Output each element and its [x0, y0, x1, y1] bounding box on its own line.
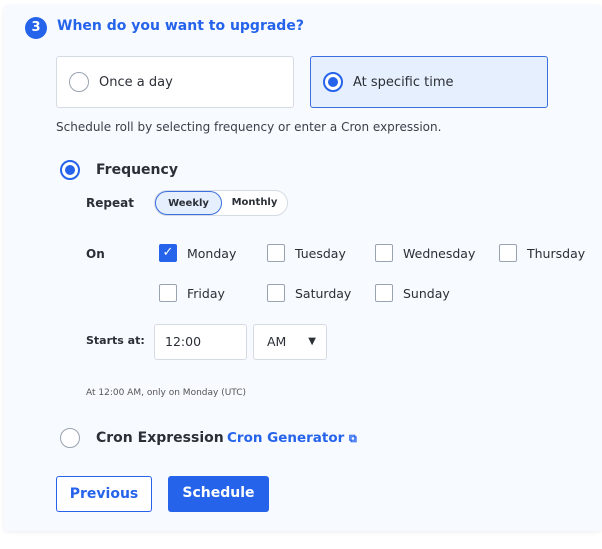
- radio-checked-icon: [60, 160, 80, 180]
- day-label: Tuesday: [295, 245, 346, 261]
- day-label: Thursday: [527, 245, 586, 261]
- repeat-monthly[interactable]: Monthly: [231, 197, 278, 208]
- schedule-summary: At 12:00 AM, only on Monday (UTC): [86, 388, 247, 398]
- starts-at-label: Starts at:: [86, 334, 145, 347]
- frequency-label: Frequency: [96, 162, 178, 178]
- radio-checked-icon: [323, 72, 343, 92]
- on-label: On: [86, 247, 105, 261]
- checkbox-checked-icon: ✓: [159, 244, 177, 262]
- day-monday[interactable]: ✓ Monday: [159, 244, 236, 262]
- day-friday[interactable]: Friday: [159, 284, 225, 302]
- radio-icon: [69, 72, 89, 92]
- option-specific-time[interactable]: At specific time: [310, 56, 548, 108]
- previous-button[interactable]: Previous: [56, 476, 152, 512]
- ampm-value: AM: [267, 334, 287, 349]
- caret-down-icon: ▼: [308, 336, 316, 347]
- checkbox-icon: [267, 284, 285, 302]
- day-label: Monday: [187, 245, 237, 261]
- time-input[interactable]: 12:00: [154, 324, 247, 360]
- checkbox-icon: [159, 284, 177, 302]
- day-label: Sunday: [403, 285, 450, 301]
- external-link-icon: ⧉: [349, 432, 357, 445]
- cron-radio[interactable]: Cron Expression: [60, 428, 224, 448]
- checkbox-icon: [375, 244, 393, 262]
- day-tuesday[interactable]: Tuesday: [267, 244, 346, 262]
- link-label: Cron Generator: [227, 430, 345, 446]
- ampm-select[interactable]: AM ▼: [253, 324, 327, 360]
- day-label: Saturday: [295, 285, 352, 301]
- option-once-a-day[interactable]: Once a day: [56, 56, 294, 108]
- repeat-toggle: Weekly Monthly: [154, 190, 288, 216]
- day-wednesday[interactable]: Wednesday: [375, 244, 475, 262]
- repeat-label: Repeat: [86, 196, 134, 210]
- radio-icon: [60, 428, 80, 448]
- checkbox-icon: [267, 244, 285, 262]
- option-label: At specific time: [353, 74, 454, 90]
- cron-generator-link[interactable]: Cron Generator ⧉: [227, 430, 357, 446]
- day-label: Wednesday: [403, 245, 476, 261]
- schedule-button[interactable]: Schedule: [168, 476, 269, 512]
- description: Schedule roll by selecting frequency or …: [56, 120, 442, 134]
- step-badge: 3: [25, 17, 47, 39]
- section-title: When do you want to upgrade?: [57, 18, 304, 34]
- day-sunday[interactable]: Sunday: [375, 284, 450, 302]
- day-thursday[interactable]: Thursday: [499, 244, 585, 262]
- option-label: Once a day: [99, 74, 173, 90]
- checkbox-icon: [499, 244, 517, 262]
- day-label: Friday: [187, 285, 225, 301]
- repeat-weekly[interactable]: Weekly: [155, 191, 222, 215]
- checkbox-icon: [375, 284, 393, 302]
- frequency-radio[interactable]: Frequency: [60, 160, 178, 180]
- day-saturday[interactable]: Saturday: [267, 284, 351, 302]
- cron-label: Cron Expression: [96, 430, 224, 446]
